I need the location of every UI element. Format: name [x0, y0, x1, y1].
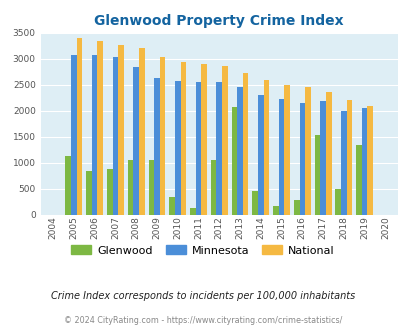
- Bar: [190, 208, 195, 214]
- Bar: [139, 48, 144, 214]
- Bar: [92, 55, 97, 214]
- Bar: [128, 159, 133, 214]
- Legend: Glenwood, Minnesota, National: Glenwood, Minnesota, National: [67, 241, 338, 260]
- Bar: [216, 82, 222, 214]
- Bar: [159, 57, 165, 214]
- Bar: [263, 80, 269, 214]
- Bar: [71, 55, 77, 214]
- Bar: [278, 99, 284, 214]
- Bar: [148, 160, 154, 214]
- Bar: [340, 111, 346, 214]
- Bar: [305, 87, 310, 214]
- Bar: [314, 135, 320, 214]
- Bar: [175, 81, 180, 214]
- Bar: [242, 74, 248, 215]
- Bar: [273, 206, 278, 214]
- Bar: [201, 64, 207, 214]
- Bar: [231, 107, 237, 214]
- Bar: [195, 82, 201, 214]
- Title: Glenwood Property Crime Index: Glenwood Property Crime Index: [94, 14, 343, 28]
- Bar: [86, 172, 92, 214]
- Bar: [107, 169, 112, 214]
- Bar: [133, 67, 139, 214]
- Bar: [335, 189, 340, 214]
- Bar: [154, 78, 159, 214]
- Bar: [65, 156, 71, 214]
- Bar: [169, 197, 175, 215]
- Bar: [237, 87, 242, 214]
- Bar: [355, 145, 361, 214]
- Bar: [361, 108, 367, 214]
- Bar: [210, 159, 216, 214]
- Bar: [325, 92, 331, 214]
- Bar: [257, 95, 263, 214]
- Bar: [222, 66, 227, 214]
- Bar: [180, 61, 185, 214]
- Bar: [293, 200, 299, 214]
- Bar: [252, 191, 257, 214]
- Bar: [284, 85, 289, 214]
- Bar: [112, 57, 118, 214]
- Bar: [77, 38, 82, 215]
- Bar: [299, 103, 305, 214]
- Bar: [97, 41, 103, 214]
- Text: © 2024 CityRating.com - https://www.cityrating.com/crime-statistics/: © 2024 CityRating.com - https://www.city…: [64, 316, 341, 325]
- Bar: [346, 100, 352, 214]
- Bar: [118, 46, 124, 214]
- Text: Crime Index corresponds to incidents per 100,000 inhabitants: Crime Index corresponds to incidents per…: [51, 291, 354, 301]
- Bar: [367, 106, 372, 214]
- Bar: [320, 101, 325, 214]
